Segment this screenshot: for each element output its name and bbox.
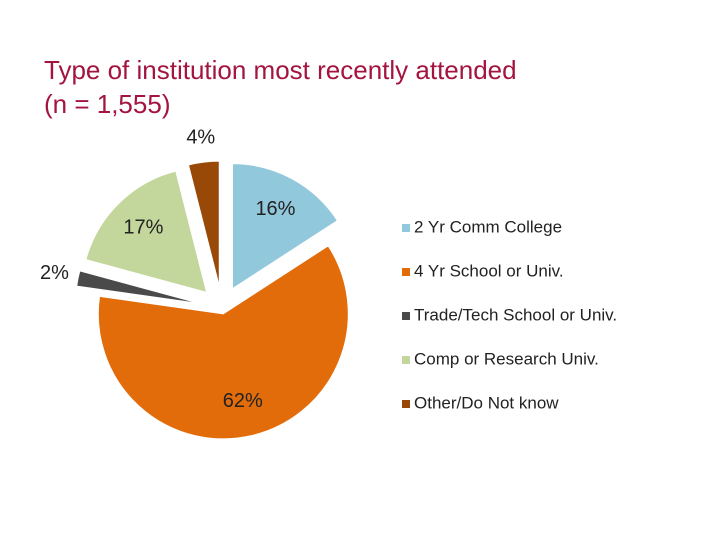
legend-swatch: [402, 224, 410, 232]
legend-swatch: [402, 356, 410, 364]
legend-label: 2 Yr Comm College: [414, 217, 562, 236]
legend-swatch: [402, 312, 410, 320]
pie-slice: [85, 170, 208, 294]
pie-slice: [232, 163, 339, 290]
legend-label: 4 Yr School or Univ.: [414, 261, 564, 280]
data-label: 16%: [255, 198, 295, 220]
legend-label: Other/Do Not know: [414, 393, 559, 412]
pie-slice: [76, 270, 201, 305]
pie-slice: [187, 160, 220, 287]
pie-slice: [97, 245, 349, 440]
chart-title: Type of institution most recently attend…: [44, 55, 517, 85]
data-label: 2%: [40, 262, 69, 284]
legend-label: Comp or Research Univ.: [414, 349, 599, 368]
legend-swatch: [402, 268, 410, 276]
legend-swatch: [402, 400, 410, 408]
data-label: 17%: [123, 216, 163, 238]
chart-title: (n = 1,555): [44, 89, 170, 119]
data-label: 4%: [186, 127, 215, 149]
legend-label: Trade/Tech School or Univ.: [414, 305, 617, 324]
data-label: 62%: [223, 390, 263, 412]
